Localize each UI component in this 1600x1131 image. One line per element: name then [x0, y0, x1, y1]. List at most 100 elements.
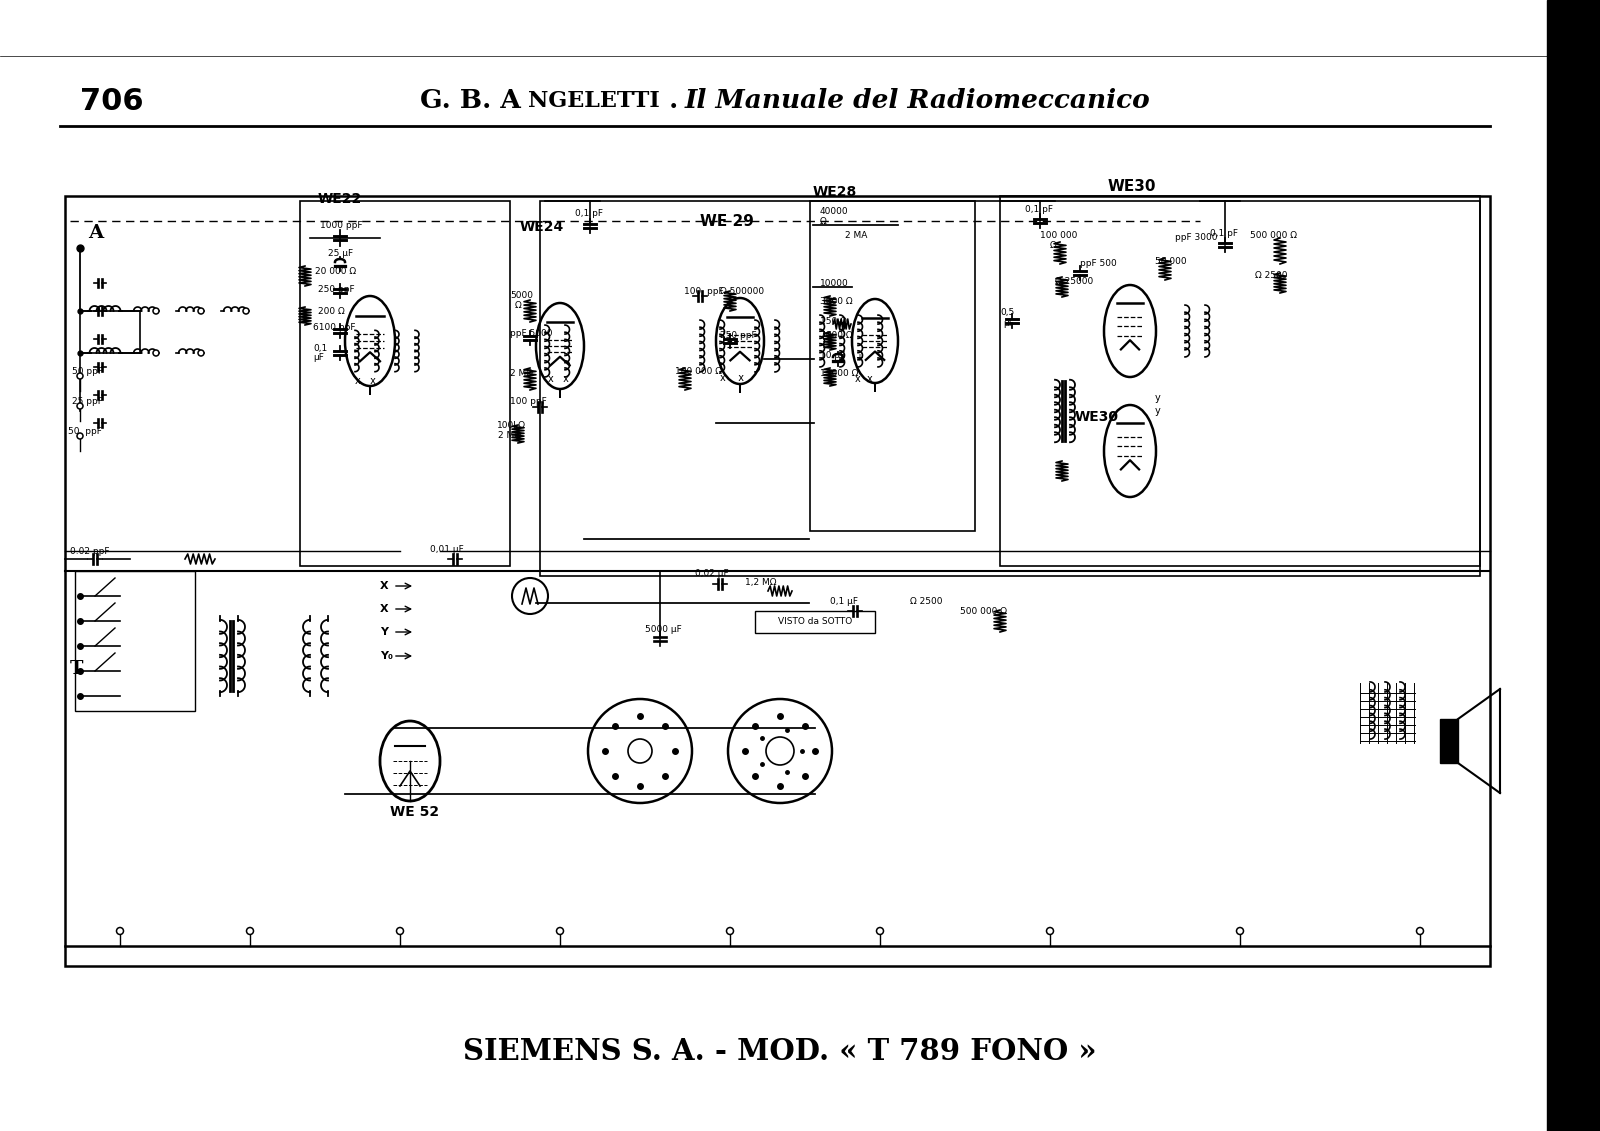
Text: 1,2 MΩ: 1,2 MΩ: [746, 578, 776, 587]
Circle shape: [243, 308, 250, 314]
Text: Ω 2500: Ω 2500: [910, 596, 942, 605]
Text: 0,1 pF: 0,1 pF: [1210, 228, 1238, 238]
Circle shape: [154, 308, 158, 314]
Text: 1000 ppF: 1000 ppF: [320, 222, 363, 231]
Text: 20 000 Ω: 20 000 Ω: [315, 267, 357, 276]
Text: 40000: 40000: [819, 207, 848, 216]
Text: 250 ppF: 250 ppF: [318, 285, 355, 294]
Text: 706: 706: [80, 86, 144, 115]
Circle shape: [77, 373, 83, 379]
Text: WE22: WE22: [318, 192, 362, 206]
Text: WE30: WE30: [1075, 411, 1118, 424]
Text: x  x: x x: [854, 374, 872, 385]
Text: 200 Ω: 200 Ω: [318, 307, 344, 316]
Text: 10 μF: 10 μF: [819, 352, 845, 361]
Circle shape: [1237, 927, 1243, 934]
Text: NGELETTI: NGELETTI: [528, 90, 659, 112]
Bar: [66, 196, 1490, 966]
Text: ppF 500: ppF 500: [1080, 259, 1117, 268]
Text: Ω: Ω: [819, 216, 827, 225]
Circle shape: [1046, 927, 1053, 934]
Text: 2 MA: 2 MA: [845, 232, 867, 241]
Text: μF: μF: [314, 354, 323, 363]
Text: WE28: WE28: [813, 185, 858, 199]
Bar: [810, 201, 974, 530]
Bar: [755, 611, 875, 633]
Text: 0.02 ppF: 0.02 ppF: [70, 546, 109, 555]
Text: 2 MΩ: 2 MΩ: [498, 432, 522, 440]
Text: Ω 2500: Ω 2500: [1254, 271, 1288, 280]
Text: 25 ppF: 25 ppF: [72, 397, 102, 406]
Text: X: X: [381, 604, 389, 614]
Text: Ω: Ω: [1050, 242, 1056, 250]
Text: SIEMENS S. A. - MOD. « T 789 FONO »: SIEMENS S. A. - MOD. « T 789 FONO »: [464, 1036, 1096, 1065]
Text: 0,01 μF: 0,01 μF: [430, 544, 464, 553]
Bar: [541, 201, 1480, 576]
Text: y: y: [1155, 392, 1160, 403]
Text: 100 ppF: 100 ppF: [510, 397, 547, 406]
Text: x    x: x x: [720, 373, 744, 383]
Text: 0,1: 0,1: [314, 344, 328, 353]
Text: 500 000 Ω: 500 000 Ω: [960, 606, 1006, 615]
Circle shape: [77, 433, 83, 439]
Text: 6100 ppF: 6100 ppF: [314, 323, 355, 333]
Bar: [301, 201, 510, 566]
Text: 100 000 Ω: 100 000 Ω: [675, 366, 722, 375]
Text: Il Manuale del Radiomeccanico: Il Manuale del Radiomeccanico: [685, 88, 1150, 113]
Text: VISTO da SOTTO: VISTO da SOTTO: [778, 618, 853, 627]
Text: 15000 Ω: 15000 Ω: [819, 369, 858, 378]
Text: y: y: [1155, 406, 1160, 416]
Text: 7000 Ω: 7000 Ω: [819, 331, 853, 340]
Text: Ω 25000: Ω 25000: [1054, 276, 1093, 285]
Text: WE24: WE24: [520, 221, 565, 234]
Text: 0,5: 0,5: [1000, 309, 1014, 318]
Text: 250 ppF: 250 ppF: [720, 331, 757, 340]
Text: Ω 500000: Ω 500000: [720, 286, 765, 295]
Text: 0,1 pF: 0,1 pF: [1026, 205, 1053, 214]
Text: G. B. A: G. B. A: [419, 88, 522, 113]
Circle shape: [77, 403, 83, 409]
Text: Y₀: Y₀: [381, 651, 394, 661]
Text: 2 MΩ: 2 MΩ: [510, 370, 533, 379]
Bar: [1440, 719, 1458, 763]
Circle shape: [117, 927, 123, 934]
Text: 5000: 5000: [510, 292, 533, 301]
Text: Y: Y: [381, 627, 387, 637]
Circle shape: [154, 349, 158, 356]
Text: ppF 5000: ppF 5000: [510, 328, 552, 337]
Text: 0,1 μF: 0,1 μF: [830, 596, 858, 605]
Text: 0,1 pF: 0,1 pF: [574, 208, 603, 217]
Text: 5000 μF: 5000 μF: [645, 624, 682, 633]
Text: 500 000 Ω: 500 000 Ω: [1250, 232, 1298, 241]
Bar: [1000, 196, 1480, 566]
Text: μF: μF: [1003, 319, 1014, 328]
Text: WE 29: WE 29: [701, 214, 754, 228]
Text: A: A: [88, 224, 102, 242]
Text: 0,02 μF: 0,02 μF: [694, 570, 728, 578]
Text: 50 000: 50 000: [1155, 257, 1187, 266]
Circle shape: [557, 927, 563, 934]
Text: WE 52: WE 52: [390, 805, 438, 819]
Text: 25 μF: 25 μF: [328, 250, 354, 259]
Text: 10000: 10000: [819, 278, 848, 287]
Text: WE30: WE30: [1107, 179, 1157, 195]
Text: ppF 3000: ppF 3000: [1174, 233, 1218, 242]
Text: Ω: Ω: [515, 302, 522, 311]
Text: 3000 Ω: 3000 Ω: [819, 296, 853, 305]
Circle shape: [726, 927, 733, 934]
Text: .: .: [661, 88, 688, 113]
Text: x   x: x x: [355, 375, 376, 386]
Circle shape: [877, 927, 883, 934]
Text: 100LΩ: 100LΩ: [498, 421, 526, 430]
Bar: [1547, 0, 1600, 1131]
Bar: [75, 571, 195, 711]
Circle shape: [198, 349, 205, 356]
Circle shape: [1416, 927, 1424, 934]
Text: X: X: [381, 581, 389, 592]
Circle shape: [246, 927, 253, 934]
Text: +: +: [854, 353, 862, 363]
Text: 50 ppF: 50 ppF: [72, 366, 102, 375]
Text: x   x: x x: [547, 374, 570, 385]
Text: 100 000: 100 000: [1040, 232, 1077, 241]
Circle shape: [198, 308, 205, 314]
